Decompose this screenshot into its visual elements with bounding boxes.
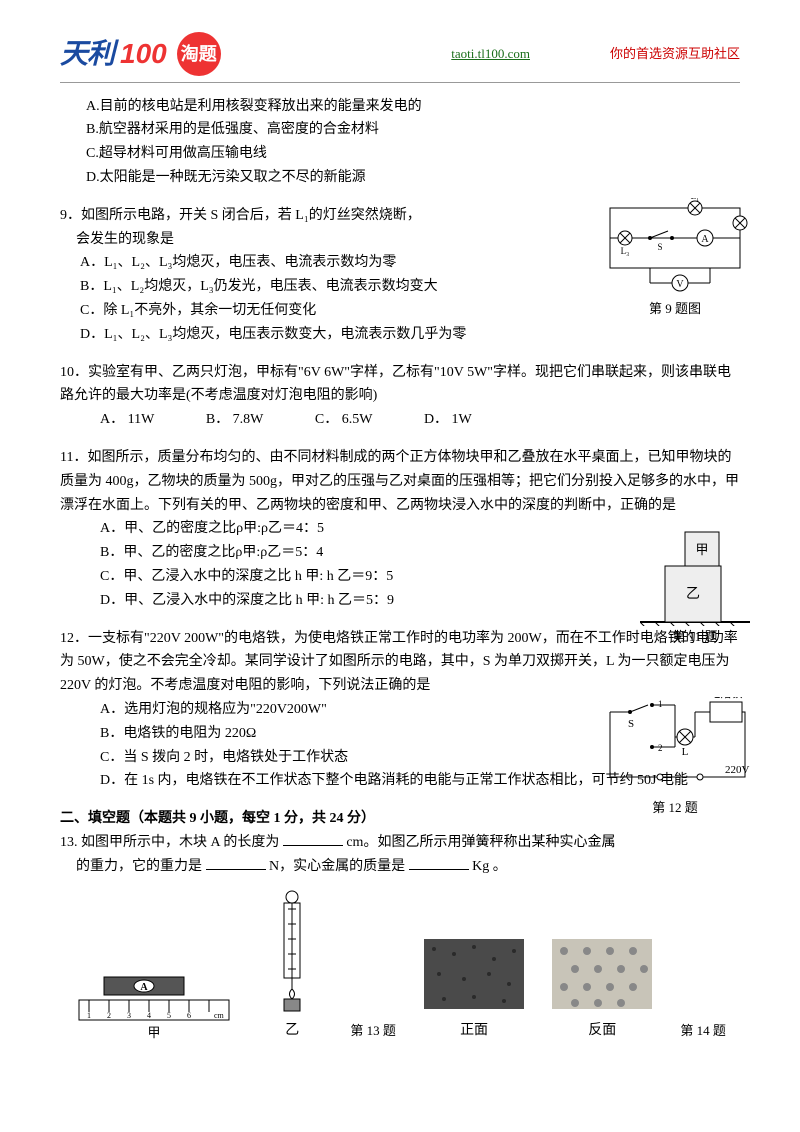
q13-blank1: [283, 831, 343, 846]
q8-opt-c: C.超导材料可用做高压输电线: [86, 142, 740, 166]
q13-unit3: Kg 。: [472, 859, 507, 874]
svg-text:1: 1: [87, 1011, 91, 1020]
q9-label-a: A: [701, 234, 709, 245]
question-10: 10．实验室有甲、乙两只灯泡，甲标有"6V 6W"字样，乙标有"10V 5W"字…: [60, 361, 740, 432]
svg-text:2: 2: [107, 1011, 111, 1020]
q11-opt-d: D．甲、乙浸入水中的深度之比 h 甲: h 乙＝5：9: [60, 589, 740, 613]
q9-label-v: V: [676, 279, 684, 290]
q8-opt-d: D.太阳能是一种既无污染又取之不尽的新能源: [86, 166, 740, 190]
q11-label-jia: 甲: [695, 542, 708, 557]
q14-label-front: 正面: [424, 1019, 524, 1043]
header-links: taoti.tl100.com 你的首选资源互助社区: [451, 43, 740, 65]
svg-text:A: A: [140, 982, 148, 993]
q13-fig-scale: 乙: [262, 889, 322, 1043]
svg-text:6: 6: [187, 1011, 191, 1020]
q14-fig-back: 反面: [552, 939, 652, 1043]
q12-stem: 12．一支标有"220V 200W"的电烙铁，为使电烙铁正常工作时的电功率为 2…: [60, 627, 740, 698]
q9-label-l1: L₁: [691, 198, 700, 201]
q8-opt-a: A.目前的核电站是利用核裂变释放出来的能量来发电的: [86, 95, 740, 119]
q13-figures-row: A 1 2 3 4 5 6 cm 甲: [60, 889, 740, 1043]
question-11: 乙 甲 第 11 题 11．如图所示，质量分布均匀的、由不同材料制成的两个正方体…: [60, 446, 740, 613]
svg-text:5: 5: [167, 1011, 171, 1020]
q9-label-l3: L₃: [621, 246, 630, 256]
question-8-options: A.目前的核电站是利用核裂变释放出来的能量来发电的 B.航空器材采用的是低强度、…: [60, 95, 740, 190]
logo-group: 天利 100 淘题: [60, 30, 221, 78]
q14-caption: 第 14 题: [680, 1020, 726, 1042]
question-12: 1 2 S L 电烙铁 220V 第 12 题 12．一支标有"220V 200…: [60, 627, 740, 794]
q12-figure: 1 2 S L 电烙铁 220V 第 12 题: [600, 697, 750, 819]
question-13: 13. 如图甲所示中，木块 A 的长度为 cm。如图乙所示用弹簧秤称出某种实心金…: [60, 831, 740, 1042]
q13-stem2-pre: 的重力，它的重力是: [60, 859, 202, 874]
q13-label-yi: 乙: [262, 1019, 322, 1043]
svg-text:2: 2: [658, 743, 663, 753]
q13-fig-ruler: A 1 2 3 4 5 6 cm 甲: [74, 962, 234, 1042]
q12-label-volt: 220V: [725, 764, 750, 776]
question-9: L₁ L₂ L₃ S A V 第 9 题图 9．如图所示电路，开关 S 闭合后，…: [60, 204, 740, 347]
q9-caption: 第 9 题图: [600, 298, 750, 320]
logo-text-100: 100: [120, 30, 167, 78]
q11-stem: 11．如图所示，质量分布均匀的、由不同材料制成的两个正方体物块甲和乙叠放在水平桌…: [60, 446, 740, 517]
svg-text:cm: cm: [214, 1011, 225, 1020]
q13-unit1: cm。如图乙所示用弹簧秤称出某种实心金属: [346, 835, 615, 850]
svg-text:3: 3: [127, 1011, 131, 1020]
q13-stem-pre: 13. 如图甲所示中，木块 A 的长度为: [60, 835, 279, 850]
q14-fig-front: 正面: [424, 939, 524, 1043]
q12-label-s: S: [628, 718, 634, 730]
q13-unit2: N，实心金属的质量是: [269, 859, 405, 874]
q9-figure: L₁ L₂ L₃ S A V 第 9 题图: [600, 198, 750, 320]
q11-opt-b: B．甲、乙的密度之比ρ甲:ρ乙＝5：4: [60, 541, 740, 565]
q12-caption: 第 12 题: [600, 797, 750, 819]
q12-label-l: L: [682, 746, 689, 758]
q10-opt-d: D． 1W: [424, 408, 472, 432]
logo-text-tianli: 天利: [60, 30, 114, 78]
q13-label-jia: 甲: [148, 1025, 161, 1040]
q11-opt-c: C．甲、乙浸入水中的深度之比 h 甲: h 乙＝9：5: [60, 565, 740, 589]
taoti-badge: 淘题: [177, 32, 221, 76]
q13-blank2: [206, 855, 266, 870]
q9-opt-d: D．L₁、L₂、L₃均熄灭，电压表示数变大，电流表示数几乎为零: [60, 323, 740, 347]
q10-opt-c: C． 6.5W: [315, 408, 373, 432]
q11-opt-a: A．甲、乙的密度之比ρ甲:ρ乙＝4：5: [60, 517, 740, 541]
svg-text:1: 1: [658, 699, 663, 709]
q10-opt-b: B． 7.8W: [206, 408, 264, 432]
site-url: taoti.tl100.com: [451, 43, 530, 65]
site-slogan: 你的首选资源互助社区: [610, 43, 740, 65]
q9-label-s: S: [657, 242, 662, 252]
q11-label-yi: 乙: [686, 586, 700, 602]
q13-blank3: [409, 855, 469, 870]
q13-caption: 第 13 题: [350, 1020, 396, 1042]
q10-stem: 10．实验室有甲、乙两只灯泡，甲标有"6V 6W"字样，乙标有"10V 5W"字…: [60, 361, 740, 409]
q8-opt-b: B.航空器材采用的是低强度、高密度的合金材料: [86, 118, 740, 142]
q12-label-iron: 电烙铁: [710, 697, 743, 700]
q10-opt-a: A． 11W: [100, 408, 154, 432]
svg-text:4: 4: [147, 1011, 151, 1020]
page-header: 天利 100 淘题 taoti.tl100.com 你的首选资源互助社区: [60, 30, 740, 83]
q14-label-back: 反面: [552, 1019, 652, 1043]
